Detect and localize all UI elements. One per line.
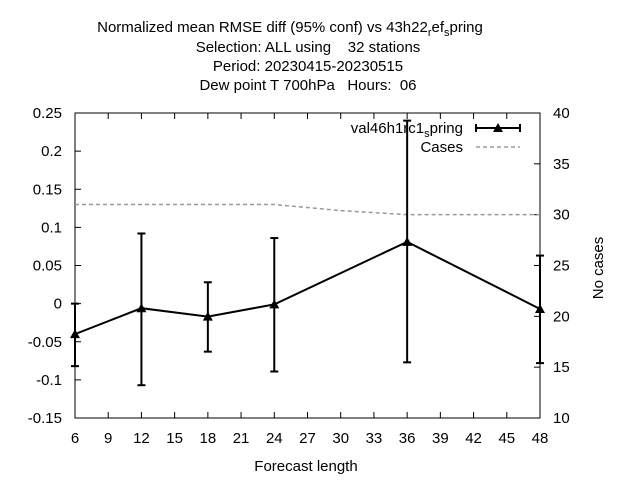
y-tick-label: 0.2 [41, 143, 62, 160]
cases-line [75, 203, 540, 216]
y-tick-label: -0.05 [28, 334, 62, 351]
x-axis-label: Forecast length [254, 458, 357, 475]
legend-swatch-val46h1rc1-marker [493, 123, 503, 132]
x-tick-label: 45 [498, 430, 515, 447]
y-tick-label: -0.1 [36, 372, 62, 389]
y-tick-label: 0.15 [33, 181, 62, 198]
x-tick-label: 27 [299, 430, 316, 447]
y2-tick-label: 15 [553, 359, 570, 376]
x-tick-label: 33 [366, 430, 383, 447]
y-tick-label: 0.05 [33, 258, 62, 275]
data-point [269, 299, 280, 309]
x-tick-label: 12 [133, 430, 150, 447]
x-tick-label: 6 [71, 430, 79, 447]
x-tick-label: 9 [104, 430, 112, 447]
y2-tick-label: 30 [553, 207, 570, 224]
x-tick-label: 39 [432, 430, 449, 447]
y2-axis-label: No cases [590, 237, 607, 300]
title-line-1-sub-s: s [444, 27, 450, 39]
y-tick-label: 0 [54, 296, 62, 313]
series-cases [75, 203, 540, 216]
title-line-1-main: Normalized mean RMSE diff (95% conf) vs … [97, 19, 428, 36]
data-point [202, 311, 213, 321]
series-val46h1rc1 [70, 119, 545, 387]
title-line-1-ef: ef [432, 19, 445, 36]
y2-tick-label: 35 [553, 156, 570, 173]
title-line-1-tail: pring [450, 19, 483, 36]
legend-label-val46h1rc1-tail: pring [430, 120, 463, 137]
x-tick-label: 42 [465, 430, 482, 447]
y2-tick-label: 40 [553, 105, 570, 122]
legend-label-cases: Cases [420, 139, 463, 156]
chart-title: Normalized mean RMSE diff (95% conf) vs … [97, 19, 483, 94]
legend: val46h1rc1spring Cases [351, 120, 521, 156]
x-tick-label: 24 [266, 430, 283, 447]
legend-label-val46h1rc1: val46h1rc1spring [351, 120, 463, 140]
y-axis: -0.15 -0.1 -0.05 0 0.05 0.1 0.15 0.2 0.25 [28, 105, 81, 427]
y-tick-label: 0.25 [33, 105, 62, 122]
x-tick-label: 15 [166, 430, 183, 447]
title-line-4: Dew point T 700hPa Hours: 06 [199, 77, 416, 94]
legend-label-val46h1rc1-sub: s [424, 128, 430, 140]
y-tick-label: 0.1 [41, 219, 62, 236]
y2-tick-label: 20 [553, 308, 570, 325]
title-line-2: Selection: ALL using 32 stations [196, 39, 421, 56]
series-line [74, 240, 541, 336]
y-tick-label: -0.15 [28, 410, 62, 427]
x-tick-label: 21 [233, 430, 250, 447]
x-tick-label: 30 [332, 430, 349, 447]
x-tick-label: 36 [399, 430, 416, 447]
y2-tick-label: 25 [553, 258, 570, 275]
plot-frame [74, 112, 541, 419]
data-point [136, 303, 147, 313]
y2-axis: 10 15 20 25 30 35 40 [534, 105, 570, 427]
data-point [70, 329, 80, 339]
x-tick-label: 48 [532, 430, 549, 447]
title-line-1-sub-r: r [428, 27, 432, 39]
data-point [402, 236, 413, 246]
title-line-3: Period: 20230415-20230515 [213, 58, 403, 75]
y2-tick-label: 10 [553, 410, 570, 427]
x-tick-label: 18 [200, 430, 217, 447]
x-axis: 6 9 12 15 18 21 24 27 30 33 36 39 42 45 48 [71, 113, 549, 447]
title-line-1: Normalized mean RMSE diff (95% conf) vs … [97, 19, 483, 39]
data-point [535, 303, 545, 313]
legend-label-val46h1rc1-main: val46h1rc1 [351, 120, 424, 137]
